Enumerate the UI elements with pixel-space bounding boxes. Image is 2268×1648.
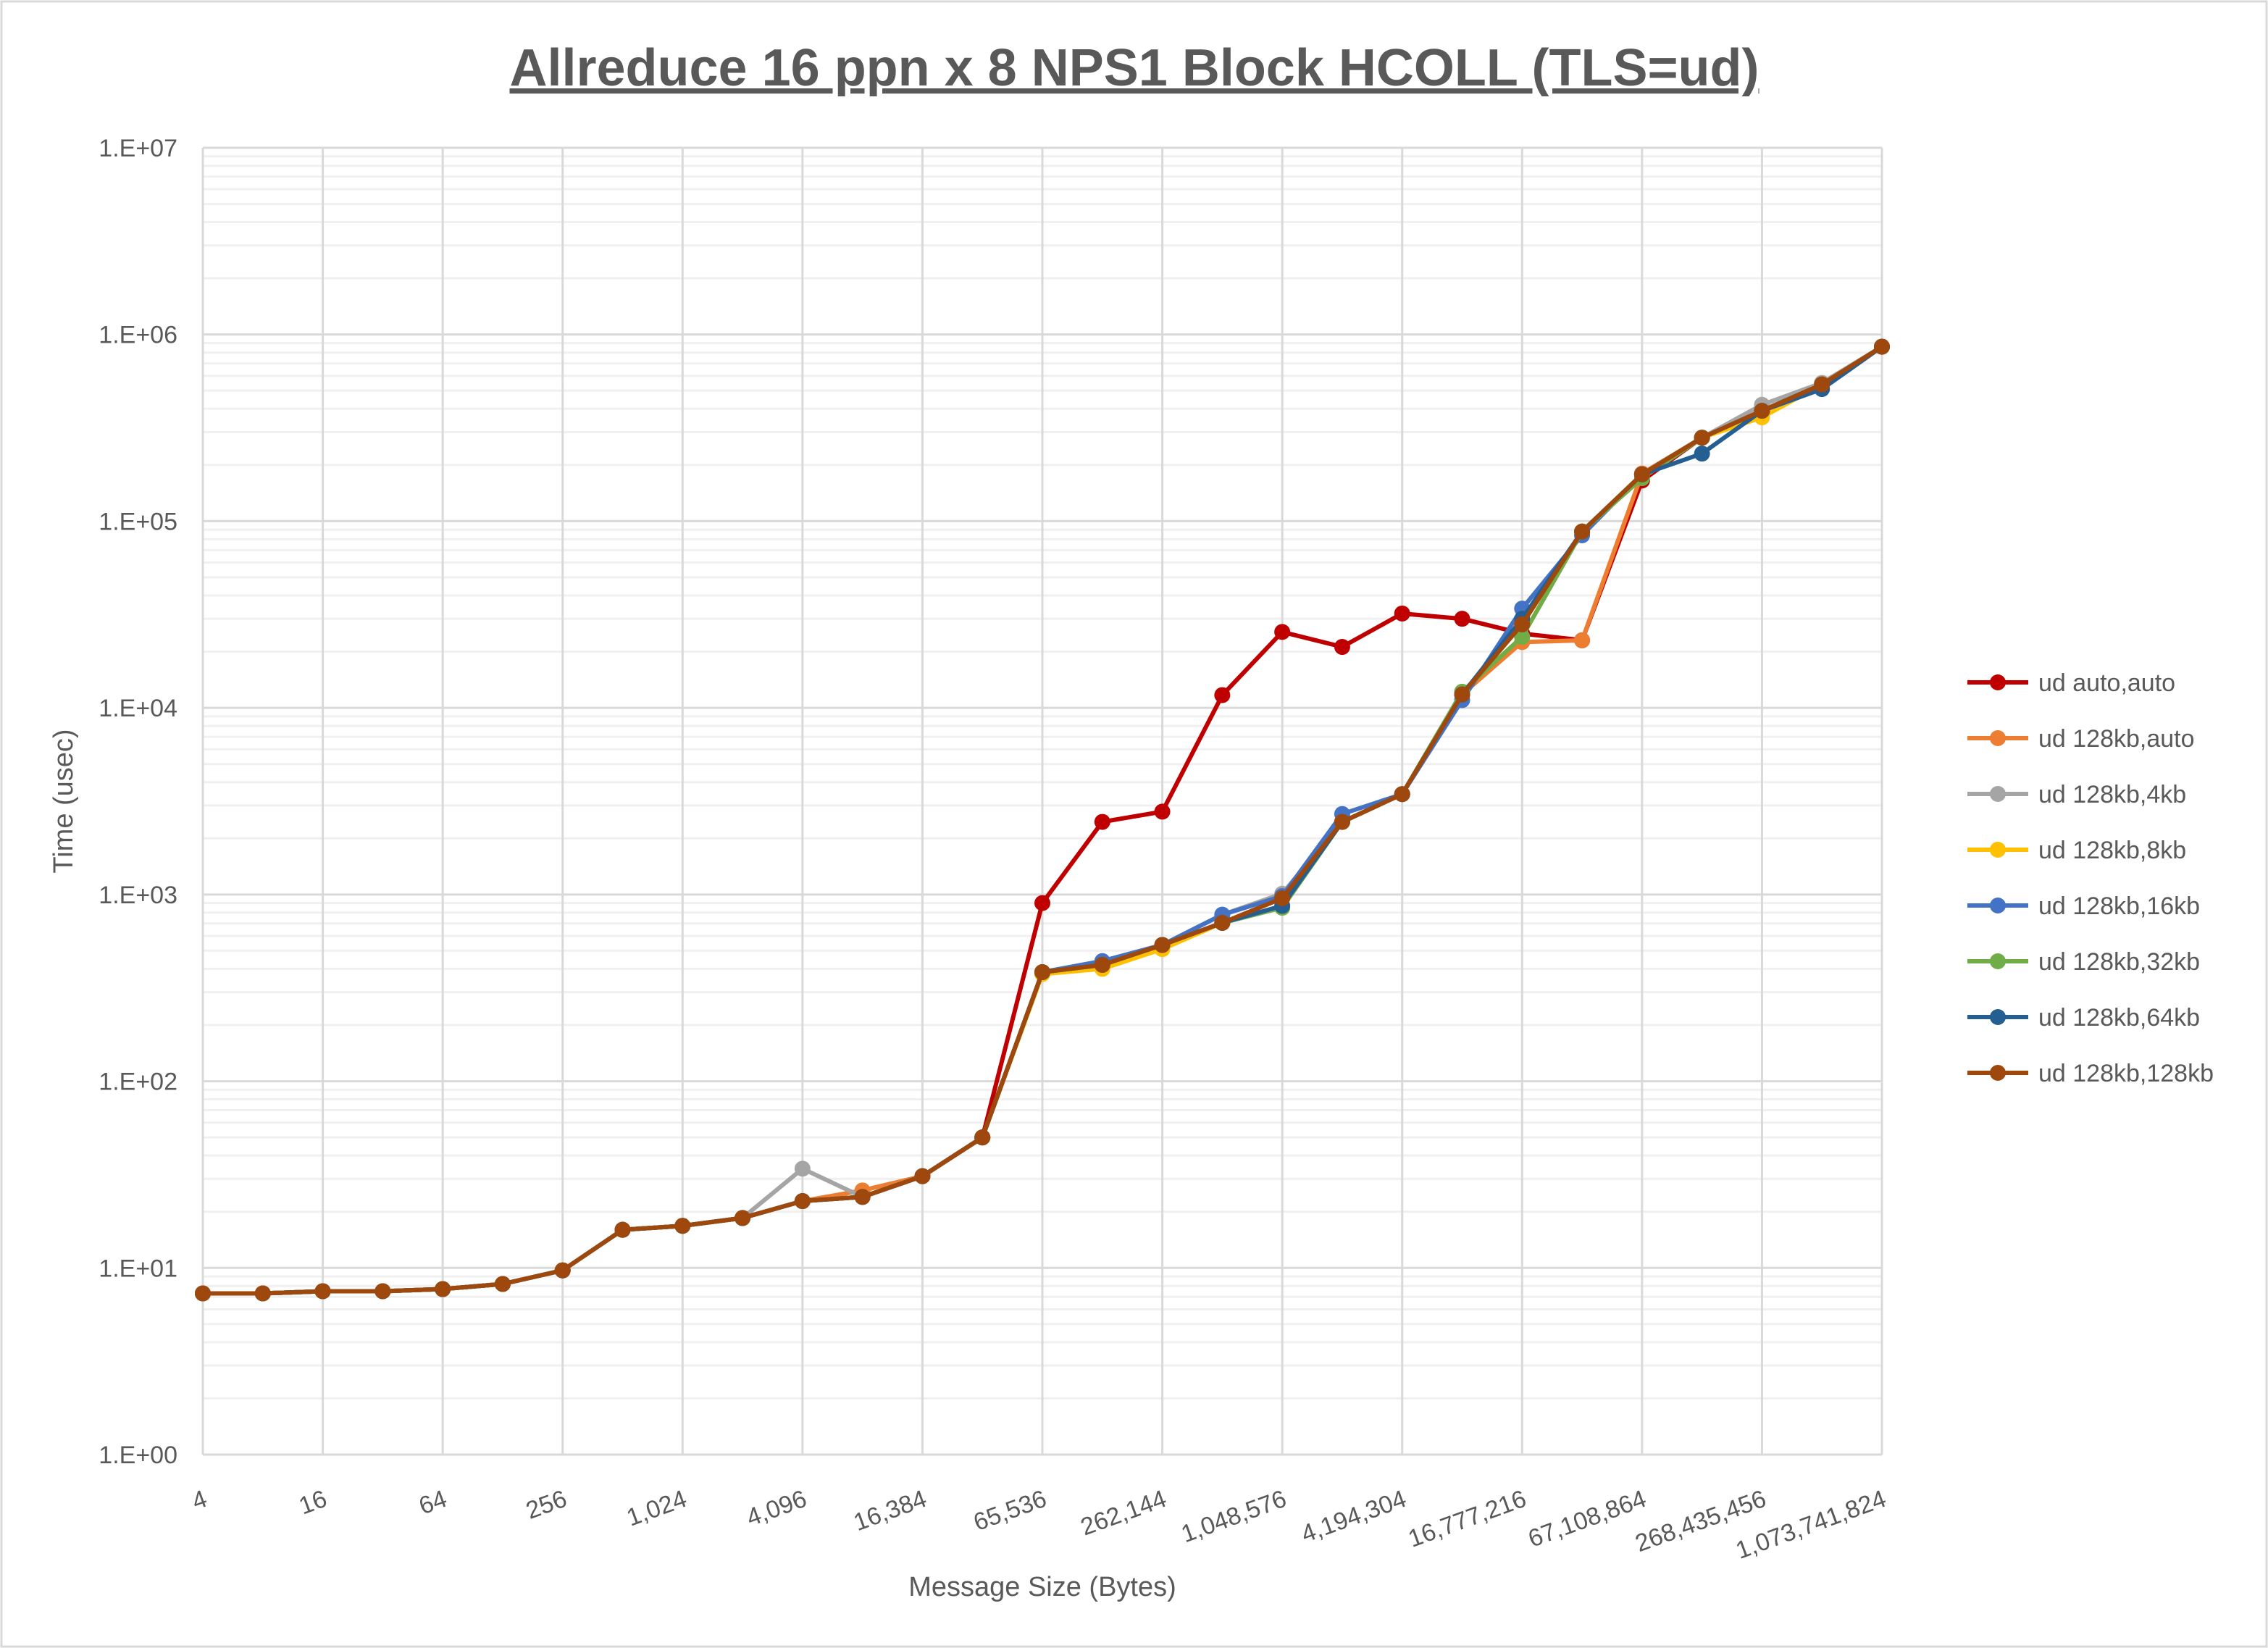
data-point [1274, 624, 1291, 640]
legend-label: ud 128kb,64kb [2038, 1004, 2200, 1032]
data-point [1814, 376, 1830, 393]
data-point [1514, 616, 1531, 632]
data-point [1574, 632, 1591, 648]
legend-label: ud auto,auto [2038, 669, 2175, 697]
legend-marker [1990, 1065, 2006, 1081]
data-point [854, 1189, 871, 1205]
y-tick-label: 1.E+03 [99, 882, 177, 909]
data-point [914, 1168, 931, 1184]
data-point [1274, 890, 1291, 907]
legend-label: ud 128kb,8kb [2038, 837, 2186, 864]
legend-item: ud 128kb,8kb [1967, 837, 2186, 864]
legend: ud auto,auto ud 128kb,auto ud 128kb,4kb ud … [1967, 669, 2214, 1087]
y-tick-label: 1.E+01 [99, 1255, 177, 1282]
data-point [1454, 686, 1470, 703]
legend-item: ud 128kb,16kb [1967, 892, 2200, 920]
data-point [1334, 813, 1350, 830]
data-point [794, 1193, 811, 1210]
data-point [1633, 466, 1650, 482]
legend-label: ud 128kb,128kb [2038, 1060, 2214, 1087]
data-point [1874, 338, 1890, 355]
legend-item: ud 128kb,4kb [1967, 781, 2186, 808]
y-tick-label: 1.E+02 [99, 1068, 177, 1096]
data-point [1034, 895, 1050, 911]
series-group [195, 338, 1890, 1302]
legend-item: ud 128kb,auto [1967, 725, 2195, 753]
legend-label: ud 128kb,4kb [2038, 781, 2186, 808]
legend-label: ud 128kb,16kb [2038, 892, 2200, 920]
data-point [494, 1276, 511, 1292]
data-point [1694, 446, 1710, 462]
legend-label: ud 128kb,auto [2038, 725, 2195, 753]
y-axis-title: Time (usec) [49, 729, 79, 873]
data-point [435, 1281, 451, 1297]
data-point [614, 1221, 631, 1238]
chart-title: Allreduce 16 ppn x 8 NPS1 Block HCOLL (T… [509, 39, 1759, 97]
data-point [1694, 430, 1710, 446]
data-point [254, 1285, 271, 1302]
data-point [1214, 687, 1231, 703]
legend-marker [1990, 786, 2006, 802]
legend-item: ud 128kb,64kb [1967, 1004, 2200, 1032]
data-point [674, 1218, 691, 1234]
legend-marker [1990, 674, 2006, 690]
data-point [735, 1210, 751, 1226]
data-point [1094, 956, 1110, 973]
legend-item: ud auto,auto [1967, 669, 2175, 697]
legend-marker [1990, 730, 2006, 746]
y-axis-ticks: 1.E+00 1.E+01 1.E+02 1.E+03 1.E+04 1.E+05 1.E+… [99, 135, 177, 1469]
y-tick-label: 1.E+00 [99, 1442, 177, 1469]
data-point [974, 1129, 991, 1146]
y-tick-label: 1.E+04 [99, 695, 177, 722]
data-point [1154, 937, 1171, 953]
data-point [1394, 786, 1410, 803]
legend-marker [1990, 842, 2006, 858]
y-tick-label: 1.E+05 [99, 508, 177, 535]
legend-marker [1990, 953, 2006, 969]
data-point [1394, 605, 1410, 622]
data-point [1574, 523, 1591, 540]
data-point [1094, 813, 1110, 830]
legend-item: ud 128kb,128kb [1967, 1060, 2214, 1087]
data-point [314, 1283, 331, 1300]
data-point [195, 1285, 211, 1302]
data-point [1214, 914, 1231, 931]
y-tick-label: 1.E+07 [99, 135, 177, 162]
data-point [1754, 403, 1770, 419]
series-ud-128kb-128kb [195, 338, 1890, 1302]
legend-item: ud 128kb,32kb [1967, 948, 2200, 976]
data-point [554, 1262, 571, 1279]
data-point [1154, 803, 1171, 820]
legend-label: ud 128kb,32kb [2038, 948, 2200, 976]
y-tick-label: 1.E+06 [99, 322, 177, 349]
data-point [1454, 611, 1470, 627]
data-point [374, 1283, 391, 1300]
legend-marker [1990, 898, 2006, 913]
data-point [1034, 963, 1050, 980]
data-point [794, 1160, 811, 1177]
x-axis-title: Message Size (Bytes) [908, 1572, 1176, 1602]
data-point [1514, 629, 1531, 645]
data-point [1334, 639, 1350, 656]
legend-marker [1990, 1009, 2006, 1025]
